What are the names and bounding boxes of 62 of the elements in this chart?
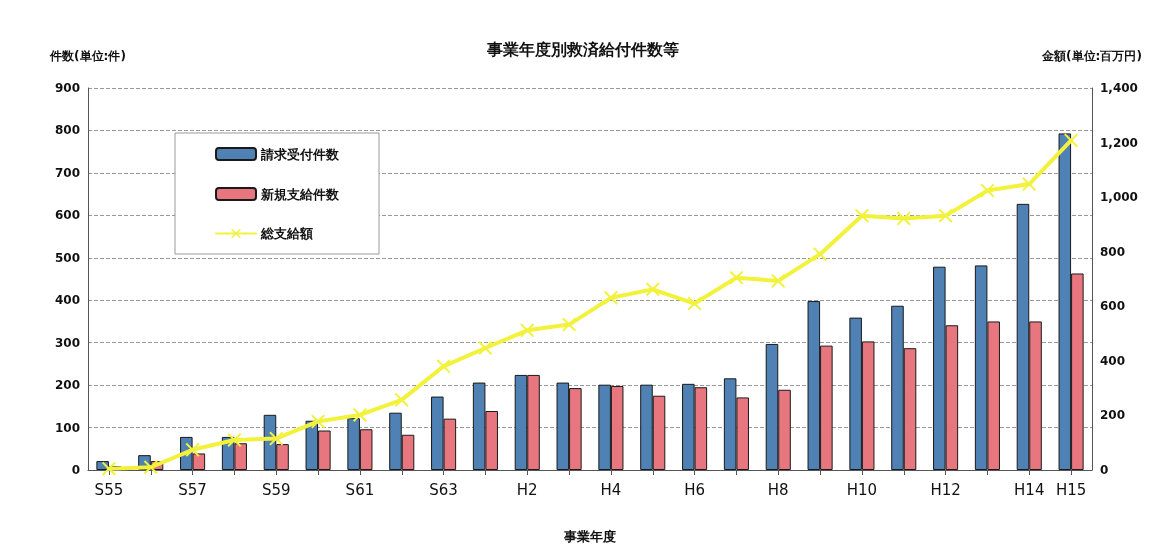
x-tick-label: H12	[930, 480, 961, 499]
y-tick-label: 200	[54, 378, 80, 393]
x-tick-label: H14	[1014, 480, 1045, 499]
y-tick-label: 700	[54, 165, 80, 180]
point	[394, 392, 409, 407]
y-tick-label: 800	[54, 123, 80, 138]
x-tick-label: H2	[516, 480, 538, 499]
point	[813, 247, 828, 262]
y-axis-title: 件数(単位:件)	[49, 49, 126, 63]
y2-tick-label: 800	[1100, 244, 1126, 259]
point	[562, 317, 577, 332]
x-tick-label: H10	[846, 480, 878, 499]
point	[436, 359, 451, 374]
point	[352, 407, 367, 422]
point	[854, 208, 869, 223]
point	[938, 208, 953, 223]
point	[269, 431, 284, 446]
point	[603, 290, 618, 305]
y-tick-label: 900	[54, 81, 80, 95]
point	[143, 460, 158, 475]
y2-tick-label: 0	[1100, 463, 1109, 477]
y-tick-label: 300	[54, 335, 80, 350]
x-tick-label: H15	[1055, 480, 1087, 499]
x-tick-label: S63	[429, 480, 458, 499]
y-tick-label: 100	[54, 420, 80, 435]
point	[520, 323, 535, 338]
y-tick-label: 500	[54, 250, 80, 265]
x-tick-label: S61	[345, 480, 375, 499]
point	[227, 432, 242, 447]
point	[185, 442, 200, 457]
y-tick-label: 600	[54, 208, 80, 223]
point	[478, 341, 493, 356]
point	[729, 270, 744, 285]
x-tick-label: H4	[600, 480, 622, 499]
x-axis-title: 事業年度	[563, 529, 616, 544]
point	[980, 183, 995, 198]
point	[311, 414, 326, 429]
point	[896, 211, 911, 226]
y-tick-label: 0	[71, 463, 80, 477]
y2-tick-label: 1,400	[1100, 81, 1138, 95]
point	[1022, 177, 1037, 192]
y2-tick-label: 1,200	[1100, 135, 1138, 150]
chart-title: 事業年度別救済給付件数等	[485, 39, 679, 59]
legend-label: 総支給額	[260, 226, 313, 241]
x-tick-label: H8	[767, 480, 789, 499]
y-tick-label: 400	[54, 293, 80, 308]
y2-tick-label: 200	[1100, 408, 1126, 423]
legend-label: 新規支給件数	[260, 186, 340, 202]
point	[687, 296, 702, 311]
point	[771, 273, 786, 288]
point	[645, 282, 660, 297]
y2-tick-label: 1,000	[1100, 190, 1138, 205]
point	[1064, 133, 1079, 148]
y2-tick-label: 400	[1100, 353, 1126, 368]
x-tick-label: S55	[94, 480, 124, 499]
x-tick-label: H6	[684, 480, 705, 499]
x-tick-label: S59	[261, 480, 291, 499]
x-tick-label: S57	[178, 480, 207, 499]
legend-label: 請求受付件数	[260, 146, 340, 162]
y2-tick-label: 600	[1100, 299, 1126, 314]
y2-axis-title: 金額(単位:百万円)	[1041, 49, 1142, 63]
point	[101, 461, 116, 476]
